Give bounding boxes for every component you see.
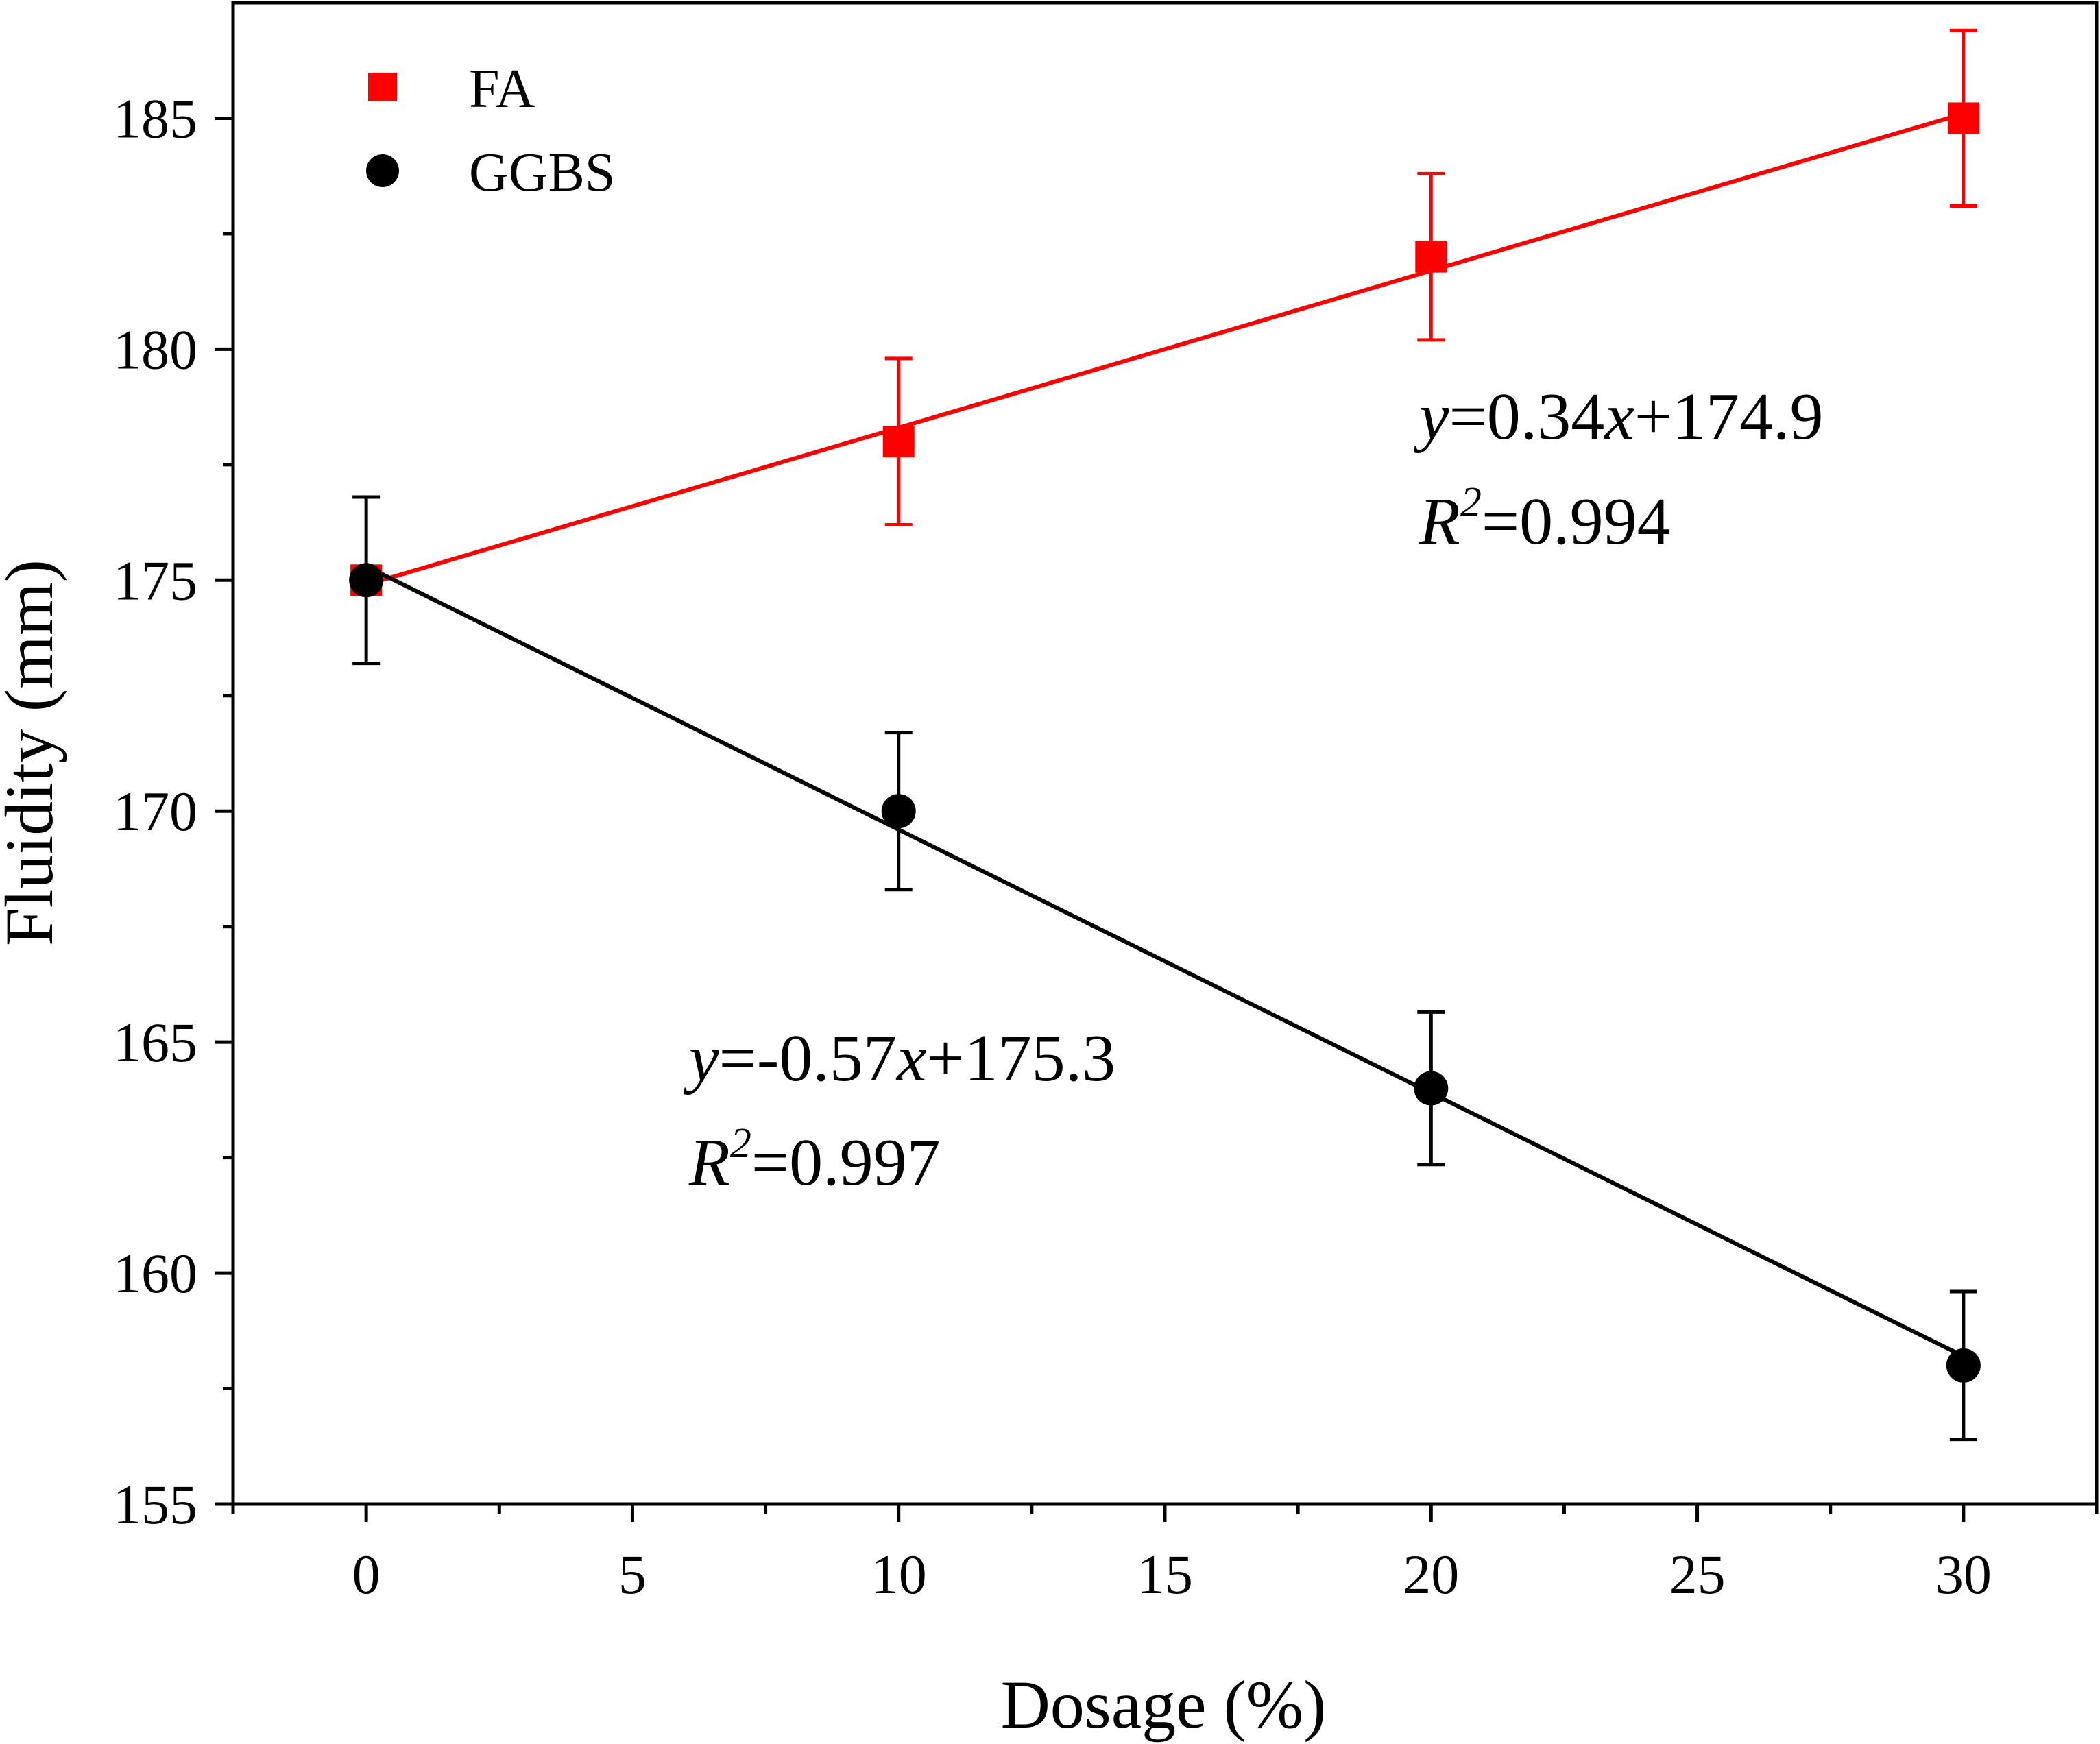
x-axis-title: Dosage (%) xyxy=(1001,1667,1327,1743)
annotation-ggbs: y=-0.57x+175.3 R2=0.997 xyxy=(683,1021,1115,1200)
equation-ggbs-xvar: x xyxy=(895,1021,927,1095)
y-tick-label: 185 xyxy=(113,87,197,149)
legend-label-fa: FA xyxy=(469,59,535,119)
equation-ggbs-part1: =-0.57 xyxy=(719,1021,897,1095)
annotation-fa: y=0.34x+174.9 R2=0.994 xyxy=(1413,380,1824,559)
equation-fa: y=0.34x+174.9 xyxy=(1413,380,1824,454)
r2-fa: R2=0.994 xyxy=(1419,479,1671,559)
x-tick-label: 15 xyxy=(1137,1543,1193,1606)
x-tick-label: 10 xyxy=(871,1543,927,1606)
y-axis-title: Fluidity (mm) xyxy=(0,559,67,946)
r2-fa-sup: 2 xyxy=(1460,479,1482,526)
plot-frame xyxy=(231,1,2099,1506)
r2-ggbs-r: R xyxy=(688,1126,730,1200)
y-tick-label: 170 xyxy=(113,780,197,843)
data-point-fa xyxy=(1947,102,1979,134)
x-tick-label: 0 xyxy=(352,1543,381,1606)
fit-lines-group xyxy=(365,111,1965,1359)
legend-marker-fa xyxy=(368,73,397,101)
x-tick-label: 5 xyxy=(618,1543,647,1606)
r2-fa-value: =0.994 xyxy=(1482,485,1671,559)
data-point-fa xyxy=(1415,241,1447,273)
r2-ggbs: R2=0.997 xyxy=(688,1120,941,1200)
equation-fa-yvar: y xyxy=(1413,380,1449,454)
data-point-ggbs xyxy=(349,563,384,598)
r2-ggbs-sup: 2 xyxy=(730,1120,751,1167)
fit-line-ggbs xyxy=(365,564,1965,1359)
axes-group: 0 5 10 15 20 25 30 155 160 165 170 175 180 185 xyxy=(113,1,2099,1606)
legend-label-ggbs: GGBS xyxy=(469,143,615,203)
data-points-group xyxy=(349,102,1981,1383)
legend-marker-ggbs xyxy=(366,154,399,187)
y-tick-label: 175 xyxy=(113,549,197,611)
y-tick-label: 155 xyxy=(113,1473,197,1536)
data-point-ggbs xyxy=(1946,1348,1981,1383)
data-point-ggbs xyxy=(1414,1071,1449,1106)
x-tick-label: 25 xyxy=(1669,1543,1726,1606)
r2-ggbs-value: =0.997 xyxy=(751,1126,941,1200)
equation-fa-xvar: x xyxy=(1603,380,1634,454)
data-point-fa xyxy=(882,426,915,458)
equation-fa-part2: +174.9 xyxy=(1634,380,1824,454)
data-point-ggbs xyxy=(881,794,916,829)
legend: FA GGBS xyxy=(366,59,615,203)
x-tick-label: 20 xyxy=(1403,1543,1459,1606)
y-tick-label: 160 xyxy=(113,1242,197,1305)
equation-ggbs: y=-0.57x+175.3 xyxy=(683,1021,1115,1095)
y-tick-label: 180 xyxy=(113,318,197,380)
x-tick-label: 30 xyxy=(1935,1543,1992,1606)
y-tick-label: 165 xyxy=(113,1011,197,1074)
equation-ggbs-part2: +175.3 xyxy=(926,1021,1115,1095)
error-bars-group xyxy=(352,28,1977,1442)
equation-ggbs-yvar: y xyxy=(683,1021,719,1095)
r2-fa-r: R xyxy=(1419,485,1460,559)
equation-fa-part1: =0.34 xyxy=(1449,380,1605,454)
fit-line-fa xyxy=(365,111,1964,587)
